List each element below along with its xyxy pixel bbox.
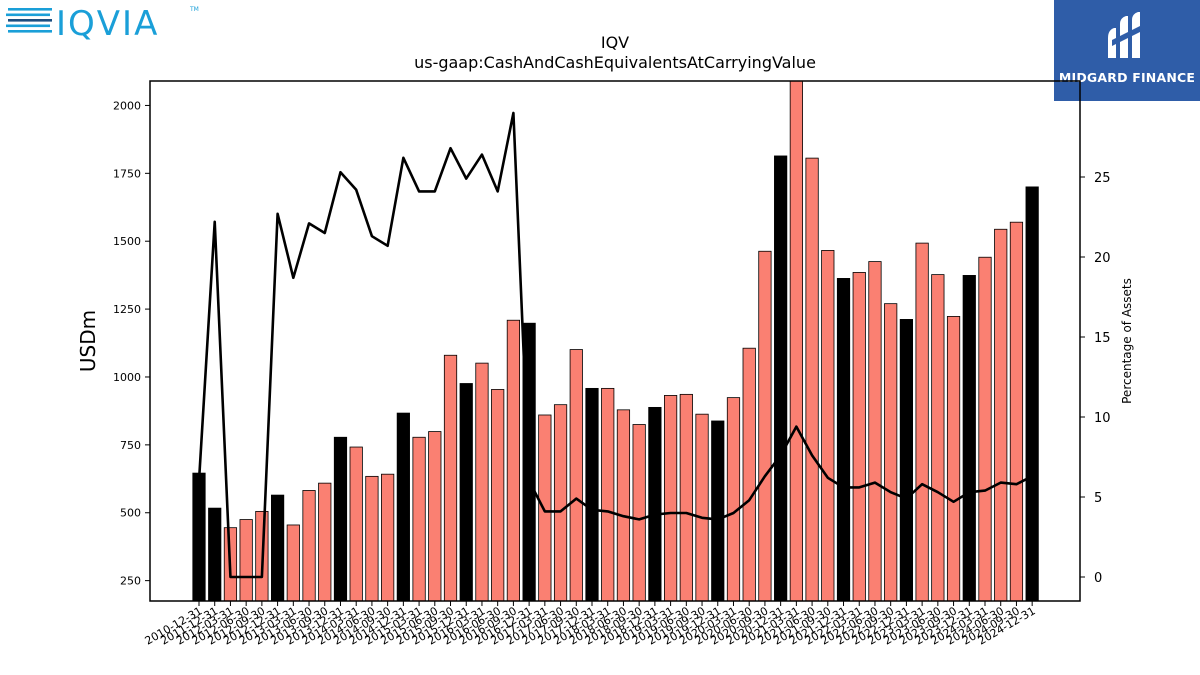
midgard-finance-label: MIDGARD FINANCE: [1058, 70, 1196, 85]
iqvia-lines-icon: [6, 8, 52, 33]
bar-2023-12-31: [962, 275, 976, 602]
y-tick-label: 250: [120, 575, 141, 588]
bar-2019-03-31: [664, 395, 678, 602]
bar-2016-06-30: [491, 389, 505, 602]
plot-frame: [149, 80, 1081, 602]
bar-2024-03-31: [978, 256, 992, 602]
bar-2014-03-31: [349, 446, 363, 602]
bar-2022-03-31: [852, 272, 866, 602]
bar-2012-12-31: [270, 494, 285, 602]
y2-tick-label: 10: [1094, 411, 1111, 426]
bar-2017-06-30: [553, 404, 568, 602]
y-tick-label: 1750: [113, 167, 141, 180]
y2-axis: 0 5 10 15 20 25: [1080, 171, 1111, 586]
bar-2013-12-31: [333, 436, 348, 602]
midgard-emblem-icon: [1108, 12, 1144, 58]
bar-2013-03-31: [286, 524, 300, 602]
midgard-finance-logo: MIDGARD FINANCE: [1054, 0, 1200, 101]
y-tick-label: 500: [120, 507, 141, 520]
bar-2023-09-30: [946, 316, 961, 602]
bar-2013-09-30: [318, 482, 332, 602]
pct-assets-line: [197, 111, 1033, 579]
bar-2021-09-30: [821, 250, 835, 602]
bar-2016-03-31: [475, 362, 489, 602]
bar-2019-12-31: [711, 420, 725, 602]
bar-2018-09-30: [632, 424, 646, 602]
bar-2014-06-30: [365, 475, 379, 602]
x-axis: 2010-12-312011-12-312012-03-312012-06-30…: [143, 601, 1038, 648]
bar-2017-03-31: [538, 414, 552, 602]
bar-2016-09-30: [506, 319, 521, 602]
y2-axis-label: Percentage of Assets: [1120, 278, 1134, 404]
bar-2023-03-31: [915, 242, 929, 602]
bar-2023-06-30: [931, 274, 945, 602]
bar-2017-09-30: [569, 349, 583, 602]
iqvia-wordmark: IQVIA: [56, 4, 159, 42]
bar-2022-12-31: [899, 319, 914, 602]
bar-2018-12-31: [648, 406, 662, 602]
bar-2018-06-30: [616, 409, 631, 602]
y-tick-label: 1250: [113, 303, 141, 316]
bar-2014-12-31: [396, 412, 410, 602]
y2-tick-label: 0: [1094, 571, 1102, 586]
y2-tick-label: 15: [1094, 331, 1111, 346]
bar-2015-06-30: [428, 431, 442, 602]
bar-2014-09-30: [381, 473, 395, 602]
bar-2020-09-30: [758, 250, 772, 602]
bar-2024-09-30: [1009, 221, 1024, 602]
bar-2022-09-30: [884, 303, 898, 602]
chart-subtitle: us-gaap:CashAndCashEquivalentsAtCarrying…: [414, 53, 816, 72]
y-axis-label: USDm: [76, 310, 100, 372]
iqvia-logo: IQVIA TM: [6, 4, 199, 42]
y2-tick-label: 25: [1094, 171, 1111, 186]
bar-2015-09-30: [443, 354, 458, 602]
bar-2021-12-31: [836, 278, 851, 602]
y-axis: 250 500 750 1000 1250 1500 1750 2000: [113, 99, 150, 588]
bar-2015-03-31: [412, 436, 426, 602]
bar-2019-09-30: [695, 413, 709, 602]
bar-2017-12-31: [585, 387, 599, 602]
chart-title: IQV: [601, 33, 629, 52]
bar-2021-06-30: [805, 157, 819, 602]
bar-2020-06-30: [742, 347, 756, 602]
y-tick-label: 1000: [113, 371, 141, 384]
bar-2022-06-30: [868, 261, 882, 602]
bars-group: [192, 80, 1039, 602]
bar-2012-06-30: [239, 519, 253, 602]
bar-2021-03-31: [789, 80, 803, 602]
y-tick-label: 750: [120, 439, 141, 452]
y2-tick-label: 20: [1094, 251, 1111, 266]
y2-tick-label: 5: [1094, 491, 1102, 506]
bar-2024-12-31: [1025, 186, 1039, 602]
bar-2011-12-31: [208, 507, 222, 602]
bar-2019-06-30: [679, 393, 693, 602]
bar-2024-06-30: [994, 228, 1008, 602]
bar-2010-12-31: [192, 472, 206, 602]
bar-2018-03-31: [601, 387, 615, 602]
bar-2015-12-31: [459, 383, 473, 602]
bar-2013-06-30: [302, 490, 316, 602]
line-group: [197, 111, 1033, 579]
y-tick-label: 1500: [113, 235, 141, 248]
bar-2020-12-31: [774, 155, 788, 602]
iqvia-trademark: TM: [189, 6, 199, 13]
bar-2020-03-31: [726, 397, 741, 602]
y-tick-label: 2000: [113, 99, 141, 112]
